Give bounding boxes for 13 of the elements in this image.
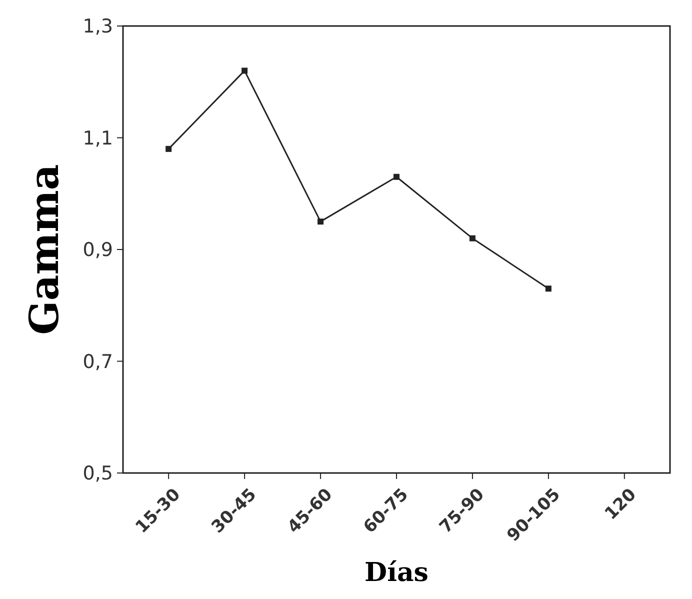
point (394, 174, 400, 180)
point (318, 218, 324, 225)
point (166, 146, 172, 152)
y-axis-title: Gamma (21, 164, 68, 335)
point (242, 68, 248, 74)
y-tick-label: 0,7 (82, 350, 113, 373)
y-tick-label: 1,3 (82, 16, 113, 38)
y-tick-label: 1,1 (82, 127, 113, 150)
point (545, 286, 552, 292)
y-tick-label: 0,5 (82, 462, 113, 485)
point (469, 235, 476, 242)
x-axis-title: Días (364, 558, 428, 588)
y-tick-label: 0,9 (82, 239, 113, 262)
